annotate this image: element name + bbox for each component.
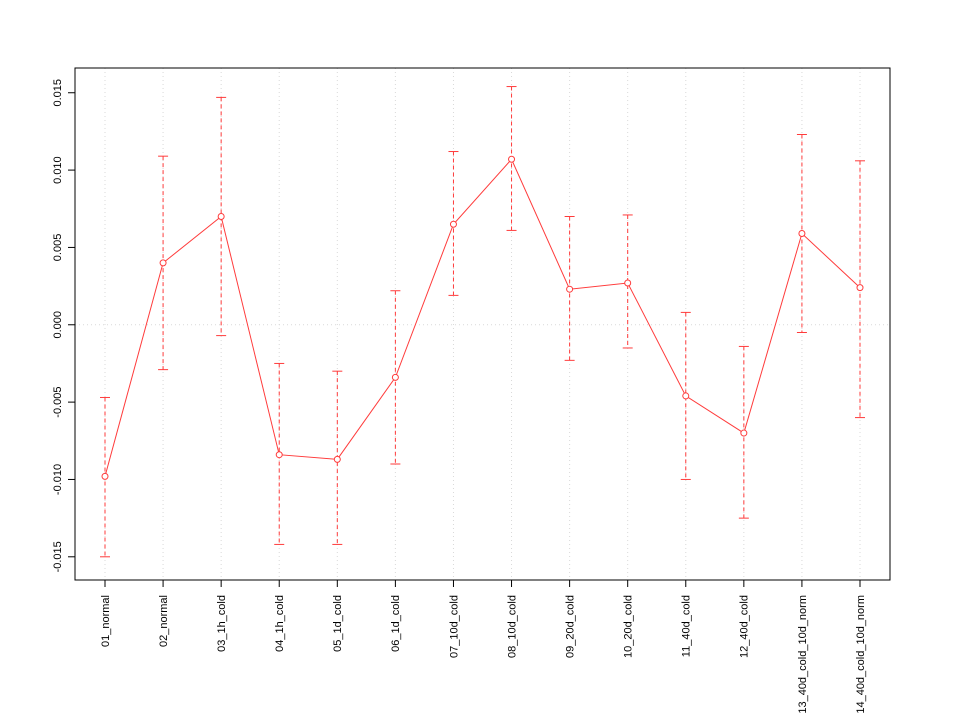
svg-text:05_1d_cold: 05_1d_cold xyxy=(332,595,344,652)
x-tick-labels: 01_normal 02_normal 03_1h_cold 04_1h_cold 05… xyxy=(100,595,867,714)
data-point xyxy=(101,472,109,480)
svg-text:06_1d_cold: 06_1d_cold xyxy=(390,595,402,652)
svg-text:09_20d_cold: 09_20d_cold xyxy=(564,595,576,658)
data-point xyxy=(856,284,864,292)
svg-text:13_40d_cold_10d_norm: 13_40d_cold_10d_norm xyxy=(797,595,809,714)
svg-text:14_40d_cold_10d_norm: 14_40d_cold_10d_norm xyxy=(855,595,867,714)
plot-border xyxy=(74,67,891,581)
series-line xyxy=(104,158,861,477)
svg-text:07_10d_cold: 07_10d_cold xyxy=(448,595,460,658)
y-tick-labels: -0.015 -0.010 -0.005 0.000 0.005 0.010 0.015 xyxy=(52,79,64,572)
data-point xyxy=(159,259,167,267)
x-axis-ticks xyxy=(104,580,861,587)
data-point xyxy=(624,279,632,287)
svg-text:-0.015: -0.015 xyxy=(52,541,64,572)
svg-text:0.015: 0.015 xyxy=(52,79,64,107)
data-point xyxy=(217,212,225,220)
svg-text:02_normal: 02_normal xyxy=(158,595,170,647)
svg-text:08_10d_cold: 08_10d_cold xyxy=(506,595,518,658)
data-points xyxy=(101,155,864,480)
svg-text:03_1h_cold: 03_1h_cold xyxy=(216,595,228,652)
data-point xyxy=(333,455,341,463)
svg-text:12_40d_cold: 12_40d_cold xyxy=(739,595,751,658)
data-point xyxy=(449,220,457,228)
svg-text:-0.005: -0.005 xyxy=(52,387,64,418)
svg-text:10_20d_cold: 10_20d_cold xyxy=(623,595,635,658)
svg-text:0.010: 0.010 xyxy=(52,156,64,184)
svg-text:11_40d_cold: 11_40d_cold xyxy=(681,595,693,657)
data-point xyxy=(275,451,283,459)
svg-text:04_1h_cold: 04_1h_cold xyxy=(274,595,286,652)
svg-text:0.000: 0.000 xyxy=(52,311,64,339)
data-point xyxy=(391,373,399,381)
y-axis-ticks xyxy=(68,92,75,558)
svg-text:0.005: 0.005 xyxy=(52,234,64,262)
data-point xyxy=(682,392,690,400)
svg-text:01_normal: 01_normal xyxy=(100,595,112,647)
data-point xyxy=(740,429,748,437)
data-point xyxy=(566,285,574,293)
svg-text:-0.010: -0.010 xyxy=(52,464,64,495)
data-point xyxy=(508,155,516,163)
data-point xyxy=(798,230,806,238)
